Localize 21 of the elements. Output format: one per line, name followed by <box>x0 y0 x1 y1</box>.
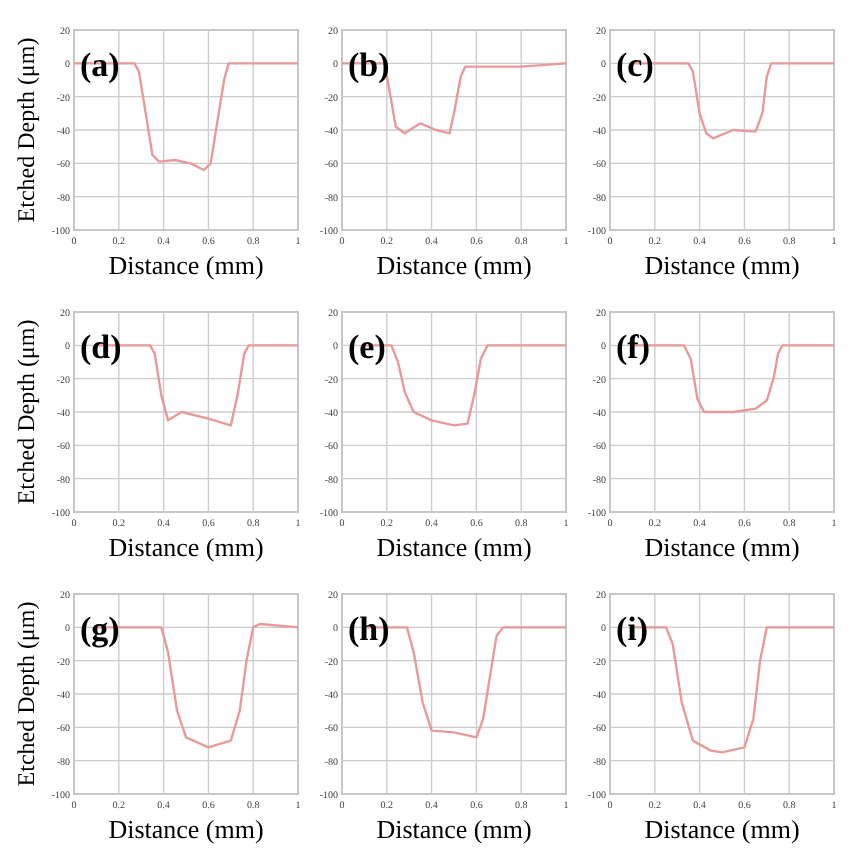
x-axis-title: Distance (mm) <box>108 250 264 280</box>
text: (a) <box>80 46 120 84</box>
x-axis-title: Distance (mm) <box>108 814 264 844</box>
text: (e) <box>348 328 386 366</box>
x-axis-title: Distance (mm) <box>644 532 800 562</box>
x-axis-title: Distance (mm) <box>376 250 532 280</box>
y-axis-title: Etched Depth (μm) <box>12 319 40 505</box>
x-axis-title: Distance (mm) <box>376 814 532 844</box>
y-axis-title: Etched Depth (μm) <box>12 37 40 223</box>
text: (i) <box>616 610 649 648</box>
y-axis-title: Etched Depth (μm) <box>12 601 40 787</box>
text: (g) <box>80 610 120 648</box>
text: (f) <box>616 328 650 366</box>
text: (h) <box>348 610 390 648</box>
text: (b) <box>348 46 390 84</box>
text: (c) <box>616 46 654 84</box>
x-axis-title: Distance (mm) <box>108 532 264 562</box>
text: (d) <box>80 328 122 366</box>
x-axis-title: Distance (mm) <box>644 250 800 280</box>
x-axis-title: Distance (mm) <box>644 814 800 844</box>
x-axis-title: Distance (mm) <box>376 532 532 562</box>
